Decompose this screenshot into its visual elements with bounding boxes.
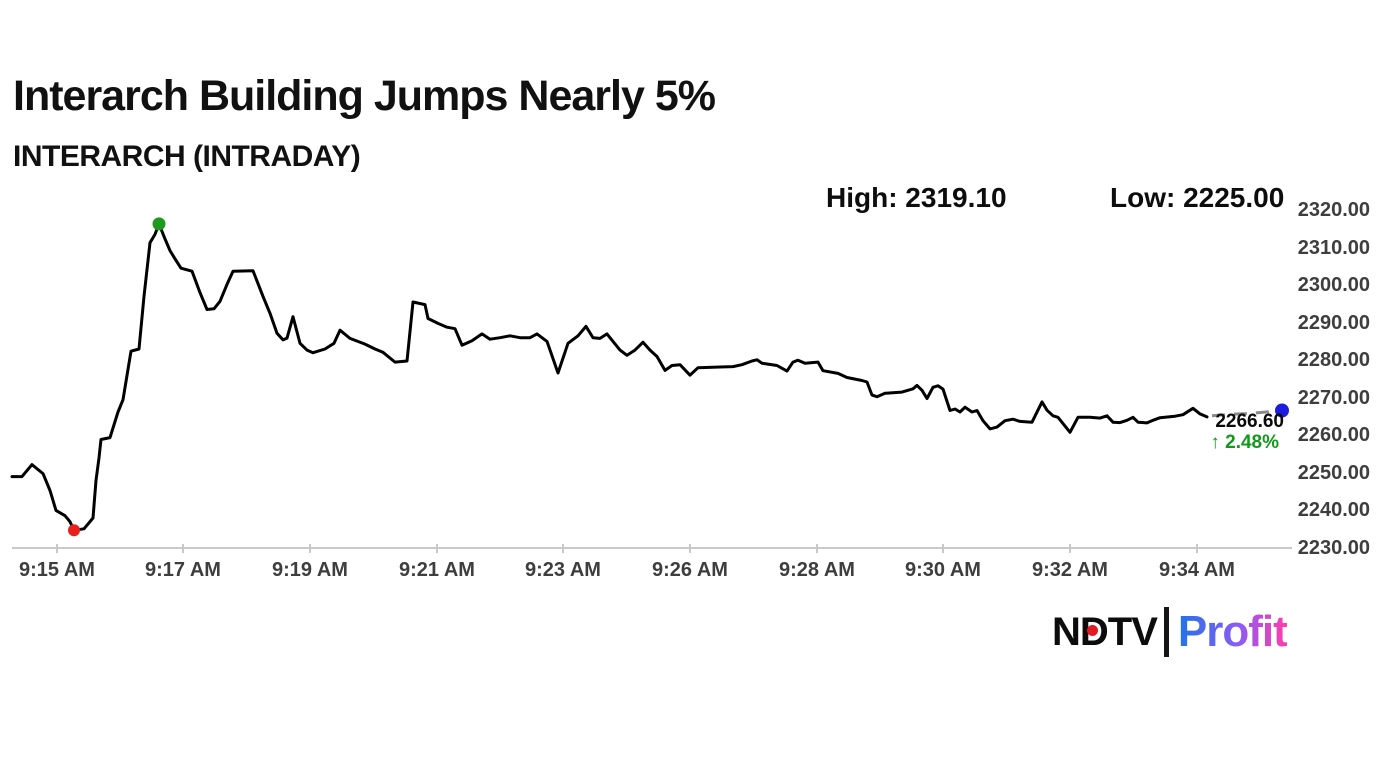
x-axis-tick-label: 9:15 AM — [19, 559, 95, 581]
logo-divider — [1163, 607, 1169, 657]
x-axis-tick-label: 9:32 AM — [1032, 559, 1108, 581]
x-axis-tick-label: 9:30 AM — [905, 559, 981, 581]
ndtv-wordmark: NDTV — [1052, 602, 1158, 662]
x-axis-tick-label: 9:26 AM — [652, 559, 728, 581]
change-percent-label: ↑ 2.48% — [1210, 432, 1284, 454]
last-marker — [1275, 403, 1289, 418]
x-axis-tick-label: 9:23 AM — [525, 559, 601, 581]
ndtv-profit-logo: NDTV Profit — [1052, 602, 1288, 662]
last-price-label: 2266.60 — [1215, 411, 1284, 432]
profit-wordmark: Profit — [1178, 603, 1288, 661]
x-axis-tick-label: 9:34 AM — [1159, 559, 1235, 581]
low-stat: Low: 2225.00 — [1110, 182, 1285, 213]
ndtv-text: NDTV — [1052, 610, 1158, 654]
low-marker — [68, 524, 80, 537]
price-chart — [10, 217, 1292, 553]
last-price-annotation: 2266.60 ↑ 2.48% — [1210, 411, 1284, 454]
x-axis-tick-label: 9:17 AM — [145, 559, 221, 581]
high-stat: High: 2319.10 — [826, 182, 1007, 213]
up-arrow-icon: ↑ — [1210, 432, 1220, 453]
high-marker — [152, 217, 166, 231]
page-title: Interarch Building Jumps Nearly 5% — [13, 72, 716, 120]
price-line — [10, 222, 1209, 532]
ticker-subtitle: INTERARCH (INTRADAY) — [13, 140, 361, 173]
x-axis-tick-label: 9:19 AM — [272, 559, 348, 581]
x-axis-tick-label: 9:21 AM — [399, 559, 475, 581]
ndtv-red-dot-icon — [1087, 625, 1098, 636]
change-value: 2.48% — [1225, 432, 1279, 453]
price-line-dashed-tail — [1211, 409, 1279, 418]
x-axis-labels: 9:15 AM 9:17 AM 9:19 AM 9:21 AM 9:23 AM 9:26 … — [0, 559, 1382, 585]
x-axis-tick-label: 9:28 AM — [779, 559, 855, 581]
